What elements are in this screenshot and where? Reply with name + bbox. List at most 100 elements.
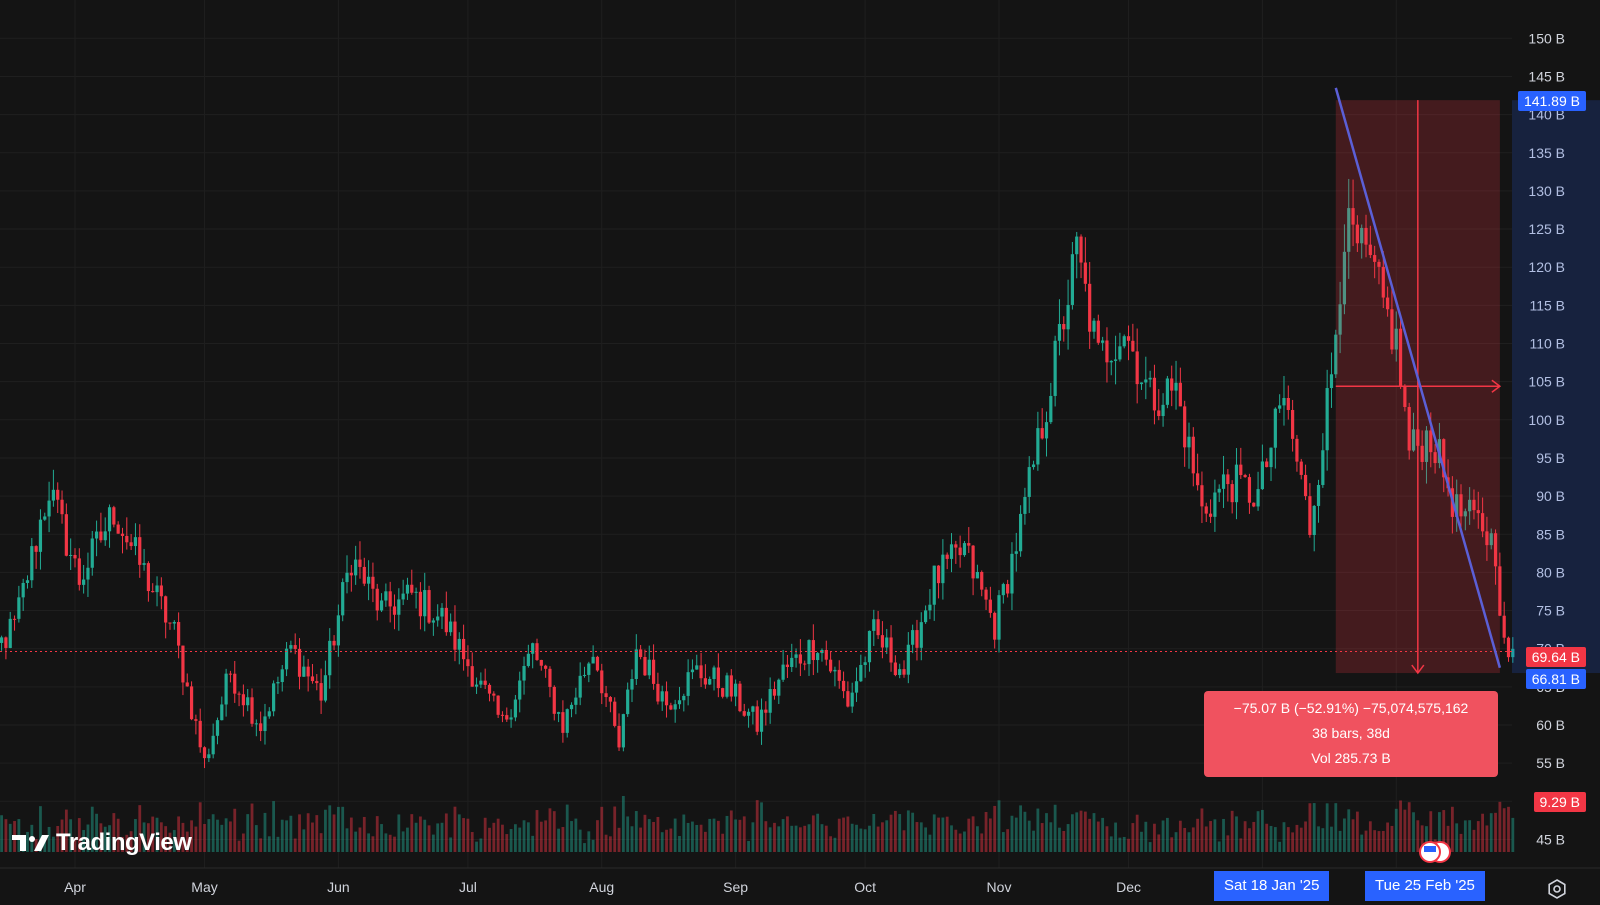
volume-bar bbox=[1468, 820, 1472, 852]
candle-body bbox=[919, 622, 923, 648]
volume-bar bbox=[319, 833, 323, 852]
volume-bar bbox=[1511, 817, 1515, 852]
candle-body bbox=[841, 680, 846, 692]
volume-bar bbox=[1027, 820, 1031, 852]
candle-body bbox=[1463, 511, 1467, 517]
crosshair-price-label: 141.89 B bbox=[1517, 91, 1586, 111]
candle-body bbox=[522, 665, 526, 681]
candle-body bbox=[712, 667, 716, 680]
candle-body bbox=[1101, 340, 1105, 343]
candle-body bbox=[958, 547, 962, 556]
volume-bar bbox=[505, 834, 509, 852]
volume-bar bbox=[1321, 828, 1325, 852]
volume-bar bbox=[1317, 826, 1320, 852]
volume-bar bbox=[190, 820, 193, 852]
volume-bar bbox=[203, 823, 206, 852]
volume-bar bbox=[375, 816, 379, 852]
us-flag-canton bbox=[1424, 846, 1436, 852]
volume-bar bbox=[1148, 842, 1152, 852]
volume-bar bbox=[298, 814, 301, 852]
candle-body bbox=[604, 693, 608, 698]
volume-bar bbox=[397, 814, 401, 852]
volume-bar bbox=[1425, 826, 1428, 852]
volume-bar bbox=[626, 816, 630, 852]
volume-bar bbox=[1174, 832, 1178, 852]
candle-body bbox=[1394, 328, 1398, 350]
volume-bar bbox=[729, 810, 733, 852]
settings-gear-icon[interactable] bbox=[1546, 878, 1568, 900]
candle-body bbox=[164, 596, 168, 623]
candle-body bbox=[384, 591, 388, 601]
candle-body bbox=[1355, 224, 1359, 244]
candle-body bbox=[859, 664, 863, 682]
x-axis-tick-label: Jun bbox=[327, 879, 350, 895]
candle-body bbox=[945, 554, 949, 559]
candle-body bbox=[146, 563, 150, 592]
candle-body bbox=[349, 572, 353, 576]
volume-bar bbox=[466, 818, 470, 852]
volume-bar bbox=[1075, 812, 1079, 852]
volume-bar bbox=[406, 827, 409, 852]
volume-bar bbox=[492, 822, 496, 852]
volume-bar bbox=[185, 831, 189, 852]
candle-body bbox=[1066, 304, 1070, 330]
volume-bar bbox=[1260, 809, 1264, 852]
volume-bar bbox=[1455, 823, 1459, 852]
volume-bar bbox=[1507, 806, 1510, 852]
volume-bar bbox=[1101, 817, 1105, 852]
candle-body bbox=[626, 689, 630, 715]
volume-bar bbox=[725, 815, 729, 852]
candle-body bbox=[656, 683, 660, 702]
candle-body bbox=[1230, 484, 1234, 503]
candle-body bbox=[1204, 506, 1208, 514]
volume-bar bbox=[1265, 823, 1269, 852]
volume-bar bbox=[1489, 813, 1493, 852]
volume-bar bbox=[475, 841, 478, 852]
candle-body bbox=[1191, 436, 1195, 474]
candle-body bbox=[1174, 382, 1178, 391]
candle-body bbox=[310, 676, 315, 682]
volume-bar bbox=[302, 829, 306, 852]
candle-body bbox=[863, 662, 867, 665]
volume-bar bbox=[267, 836, 271, 852]
volume-bar bbox=[1403, 809, 1407, 852]
candle-body bbox=[807, 640, 811, 665]
volume-bar bbox=[1230, 810, 1234, 852]
candle-body bbox=[457, 638, 461, 650]
volume-bar bbox=[963, 831, 966, 852]
volume-bar bbox=[276, 836, 280, 852]
volume-bar bbox=[367, 833, 371, 852]
candle-body bbox=[155, 585, 159, 593]
candle-body bbox=[556, 712, 561, 714]
candle-body bbox=[401, 593, 405, 600]
candle-body bbox=[906, 644, 910, 675]
candle-body bbox=[444, 607, 448, 633]
volume-bar bbox=[971, 816, 975, 852]
volume-bar bbox=[846, 816, 850, 852]
candle-body bbox=[1234, 464, 1239, 503]
volume-bar bbox=[1325, 803, 1329, 852]
candle-body bbox=[1105, 340, 1109, 363]
candle-body bbox=[690, 669, 695, 673]
volume-bar bbox=[1222, 818, 1225, 852]
volume-bar bbox=[1295, 824, 1299, 852]
tradingview-logo[interactable]: TradingView bbox=[12, 829, 192, 857]
candle-body bbox=[967, 543, 971, 546]
volume-bar bbox=[1083, 811, 1087, 852]
volume-bar bbox=[712, 818, 716, 852]
volume-bar bbox=[241, 833, 245, 852]
volume-bar bbox=[73, 838, 77, 852]
volume-bar bbox=[224, 818, 228, 852]
candle-body bbox=[1113, 359, 1118, 361]
volume-bar bbox=[60, 819, 64, 852]
volume-bar bbox=[293, 838, 297, 852]
volume-bar bbox=[531, 835, 535, 852]
candle-body bbox=[470, 666, 474, 687]
x-axis-tick-label: Oct bbox=[854, 879, 876, 895]
volume-bar bbox=[1472, 829, 1476, 852]
volume-bar bbox=[423, 819, 427, 852]
volume-bar bbox=[431, 834, 435, 852]
volume-bar bbox=[1438, 812, 1441, 852]
